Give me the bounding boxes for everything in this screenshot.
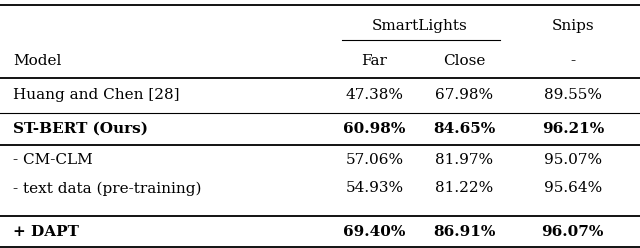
Text: Close: Close xyxy=(443,54,485,68)
Text: 81.97%: 81.97% xyxy=(435,153,493,167)
Text: Far: Far xyxy=(362,54,387,68)
Text: 69.40%: 69.40% xyxy=(343,225,406,239)
Text: ST-BERT (Ours): ST-BERT (Ours) xyxy=(13,122,148,136)
Text: 95.64%: 95.64% xyxy=(543,182,602,195)
Text: - text data (pre-training): - text data (pre-training) xyxy=(13,181,202,196)
Text: 60.98%: 60.98% xyxy=(343,122,406,136)
Text: -: - xyxy=(570,54,575,68)
Text: 81.22%: 81.22% xyxy=(435,182,493,195)
Text: 95.07%: 95.07% xyxy=(544,153,602,167)
Text: SmartLights: SmartLights xyxy=(371,19,467,33)
Text: 57.06%: 57.06% xyxy=(346,153,403,167)
Text: Huang and Chen [28]: Huang and Chen [28] xyxy=(13,89,179,102)
Text: 84.65%: 84.65% xyxy=(433,122,495,136)
Text: 89.55%: 89.55% xyxy=(544,89,602,102)
Text: 67.98%: 67.98% xyxy=(435,89,493,102)
Text: 96.07%: 96.07% xyxy=(541,225,604,239)
Text: Snips: Snips xyxy=(552,19,594,33)
Text: Model: Model xyxy=(13,54,61,68)
Text: 54.93%: 54.93% xyxy=(346,182,403,195)
Text: 47.38%: 47.38% xyxy=(346,89,403,102)
Text: - CM-CLM: - CM-CLM xyxy=(13,153,93,167)
Text: 86.91%: 86.91% xyxy=(433,225,495,239)
Text: 96.21%: 96.21% xyxy=(541,122,604,136)
Text: + DAPT: + DAPT xyxy=(13,225,79,239)
